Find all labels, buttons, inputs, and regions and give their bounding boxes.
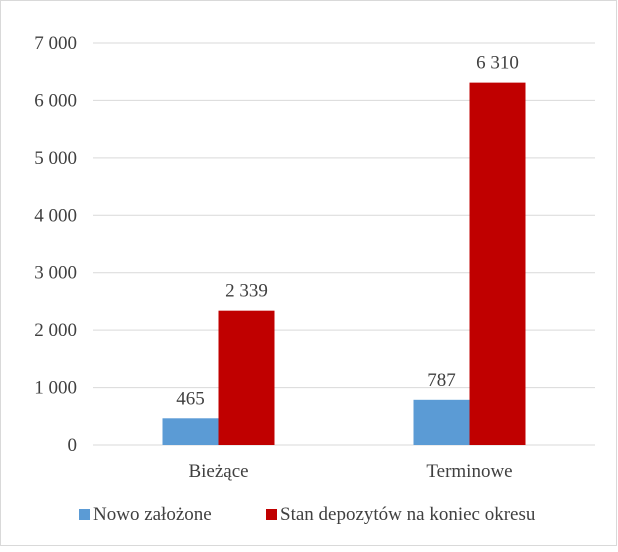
y-tick-label: 3 000: [34, 263, 77, 284]
data-label: 787: [427, 370, 456, 391]
gridlines: [93, 42, 595, 446]
legend-swatch: [79, 509, 90, 520]
bar-nowo-zalozone: [413, 399, 470, 445]
legend-label: Stan depozytów na koniec okresu: [280, 504, 536, 525]
y-tick-label: 0: [68, 435, 78, 456]
category-labels: Bieżące Terminowe: [188, 461, 512, 482]
y-tick-label: 2 000: [34, 320, 77, 341]
y-axis-ticks: 0 1 000 2 000 3 000 4 000 5 000 6 000 7 000: [34, 33, 77, 456]
y-tick-label: 5 000: [34, 148, 77, 169]
category-label: Bieżące: [188, 461, 248, 482]
legend: Nowo założone Stan depozytów na koniec ok…: [79, 504, 536, 525]
y-tick-label: 4 000: [34, 205, 77, 226]
bar-stan-depozytow: [218, 310, 275, 445]
bar-nowo-zalozone: [162, 418, 219, 445]
legend-swatch: [266, 509, 277, 520]
legend-label: Nowo założone: [93, 504, 212, 525]
bar-stan-depozytow: [469, 82, 526, 445]
data-label: 465: [176, 388, 205, 409]
data-label: 6 310: [476, 53, 519, 74]
y-tick-label: 7 000: [34, 33, 77, 54]
data-label: 2 339: [225, 281, 268, 302]
data-labels: 465 2 339 787 6 310: [176, 53, 519, 410]
y-tick-label: 6 000: [34, 90, 77, 111]
bars: [162, 82, 526, 445]
y-tick-label: 1 000: [34, 378, 77, 399]
category-label: Terminowe: [426, 461, 512, 482]
